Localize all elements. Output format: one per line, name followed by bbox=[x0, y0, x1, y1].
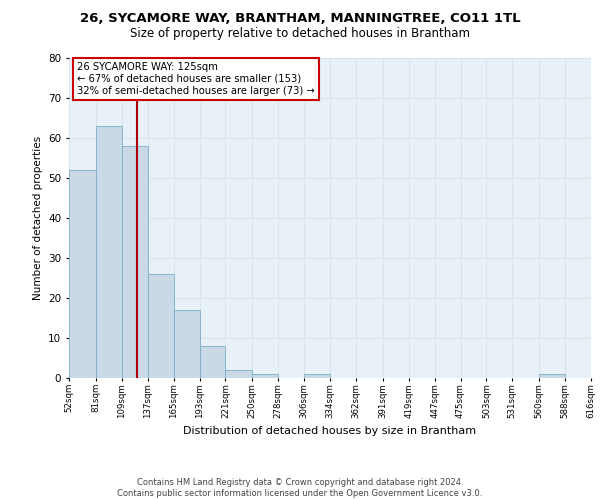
X-axis label: Distribution of detached houses by size in Brantham: Distribution of detached houses by size … bbox=[184, 426, 476, 436]
Bar bbox=[148, 274, 173, 378]
Y-axis label: Number of detached properties: Number of detached properties bbox=[32, 136, 43, 300]
Bar bbox=[122, 146, 148, 378]
Bar bbox=[539, 374, 565, 378]
Bar bbox=[173, 310, 199, 378]
Bar bbox=[199, 346, 226, 378]
Bar bbox=[304, 374, 330, 378]
Bar bbox=[69, 170, 96, 378]
Bar bbox=[252, 374, 278, 378]
Text: Size of property relative to detached houses in Brantham: Size of property relative to detached ho… bbox=[130, 28, 470, 40]
Text: Contains HM Land Registry data © Crown copyright and database right 2024.
Contai: Contains HM Land Registry data © Crown c… bbox=[118, 478, 482, 498]
Bar bbox=[96, 126, 122, 378]
Text: 26 SYCAMORE WAY: 125sqm
← 67% of detached houses are smaller (153)
32% of semi-d: 26 SYCAMORE WAY: 125sqm ← 67% of detache… bbox=[77, 62, 314, 96]
Bar bbox=[226, 370, 252, 378]
Text: 26, SYCAMORE WAY, BRANTHAM, MANNINGTREE, CO11 1TL: 26, SYCAMORE WAY, BRANTHAM, MANNINGTREE,… bbox=[80, 12, 520, 26]
